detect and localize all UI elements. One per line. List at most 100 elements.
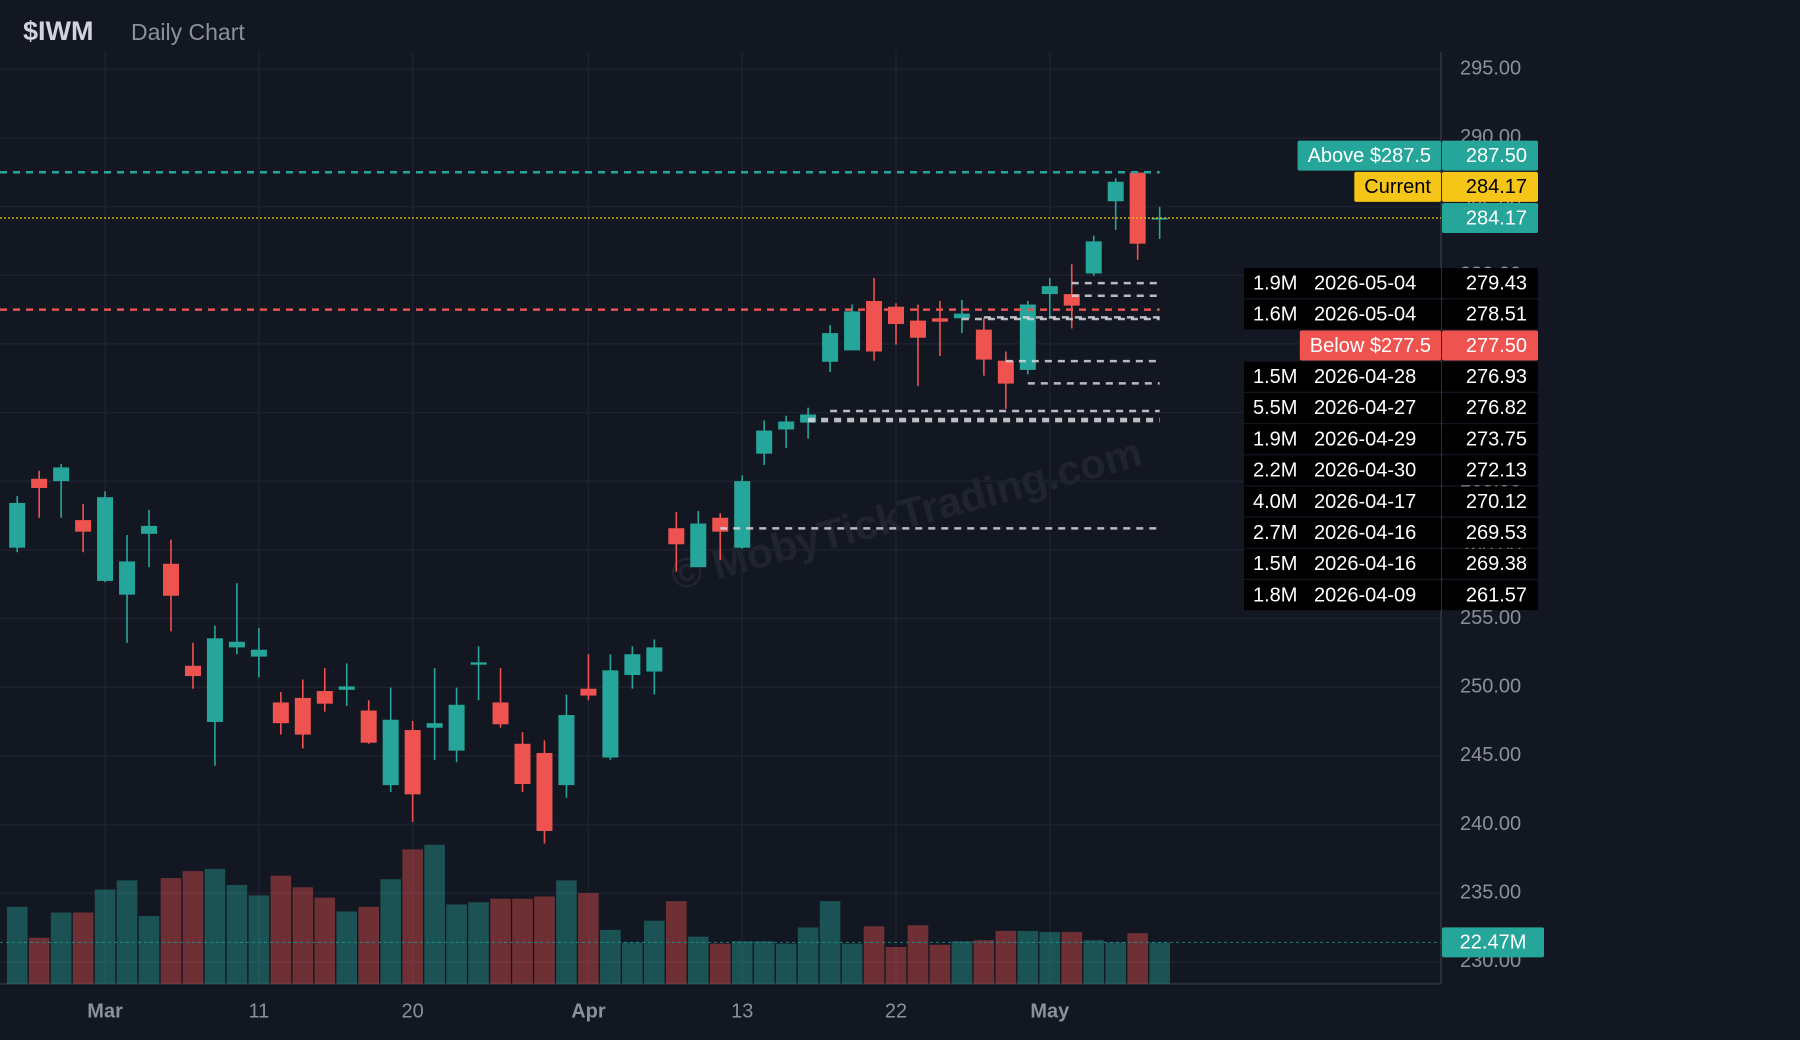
level-date: 2026-04-16 (1314, 522, 1416, 544)
candle-body (250, 649, 267, 657)
volume-bar (512, 898, 533, 984)
level-volume: 4.0M (1253, 491, 1297, 513)
price-label: 273.75 (1466, 428, 1527, 450)
candle-body (206, 638, 223, 722)
volume-bar (468, 902, 489, 984)
level-name-box (1244, 424, 1441, 455)
price-label: 278.51 (1466, 304, 1527, 326)
volume-bar (490, 898, 511, 984)
candle-body (558, 715, 575, 786)
price-label-box (1442, 455, 1538, 486)
candle-body (228, 641, 245, 648)
volume-bar (863, 926, 885, 984)
candle-body (294, 697, 311, 735)
level-date: 2026-04-29 (1314, 428, 1416, 450)
price-label-box (1442, 299, 1538, 330)
volume-bar (226, 884, 248, 984)
level-volume: 2.7M (1253, 522, 1297, 544)
volume-bar (709, 943, 731, 984)
candle-body (580, 688, 597, 696)
candle-body (602, 670, 619, 758)
level-date: 2026-04-09 (1314, 584, 1416, 606)
level-date: 2026-04-16 (1314, 553, 1416, 575)
volume-bar (292, 887, 314, 984)
candle-body (953, 313, 970, 319)
y-tick-label: 235.00 (1460, 881, 1521, 903)
candle-body (668, 528, 685, 545)
price-label: 272.13 (1466, 460, 1527, 482)
x-tick-label: May (1030, 1000, 1070, 1022)
price-label: 261.57 (1466, 584, 1527, 606)
price-label-box (1442, 171, 1538, 202)
candle-body (75, 520, 92, 532)
volume-bar (622, 942, 643, 984)
y-tick-label: 245.00 (1460, 744, 1521, 766)
price-label-box (1442, 486, 1538, 517)
x-tick-label: 11 (248, 1000, 269, 1022)
candle-body (888, 306, 904, 325)
candle-body (119, 561, 136, 595)
level-date: 2026-04-27 (1314, 397, 1416, 419)
volume-bar (1127, 933, 1148, 984)
level-name-box (1244, 580, 1441, 611)
candle-body (97, 497, 114, 581)
reference-name: Above $287.5 (1308, 145, 1431, 167)
reference-name: Current (1364, 176, 1431, 198)
candle-body (1063, 294, 1080, 306)
price-label-box (1442, 203, 1538, 234)
candle-body (9, 502, 26, 548)
candle-body (1019, 304, 1036, 370)
price-label: 269.38 (1466, 553, 1527, 575)
subtitle: Daily Chart (131, 19, 245, 45)
volume-bar (753, 941, 775, 984)
volume-bar (160, 878, 182, 984)
candle-body (272, 702, 289, 724)
candle-body (997, 360, 1014, 384)
candle-body (778, 421, 795, 430)
volume-bar (28, 937, 50, 984)
x-tick-label: Mar (87, 1000, 123, 1022)
volume-bar (380, 879, 401, 984)
y-tick-label: 295.00 (1460, 58, 1521, 80)
volume-label: 22.47M (1460, 932, 1527, 954)
volume-bar (248, 895, 270, 984)
level-volume: 1.6M (1253, 304, 1297, 326)
y-tick-label: 255.00 (1460, 607, 1521, 629)
candle-body (31, 478, 48, 488)
volume-bar (534, 896, 555, 984)
candle-body (536, 752, 553, 831)
volume-bar (578, 893, 599, 984)
price-label: 276.82 (1466, 397, 1527, 419)
candle-body (316, 691, 333, 704)
candle-body (624, 654, 641, 675)
volume-bar (358, 906, 380, 984)
volume-bar (973, 940, 995, 984)
volume-bar (995, 930, 1017, 984)
volume-bar (1061, 932, 1083, 984)
level-date: 2026-05-04 (1314, 272, 1416, 294)
price-label: 287.50 (1466, 145, 1527, 167)
candle-body (1107, 181, 1124, 202)
price-label: 276.93 (1466, 366, 1527, 388)
candle-body (448, 704, 465, 751)
reference-name-box (1354, 171, 1441, 202)
candle-body (866, 300, 883, 352)
volume-bar (885, 946, 907, 984)
level-name-box (1244, 486, 1441, 517)
candle-body (931, 318, 948, 322)
level-volume: 1.8M (1253, 584, 1297, 606)
level-volume: 1.9M (1253, 272, 1297, 294)
candle-body (514, 743, 531, 785)
price-label-box (1442, 330, 1538, 361)
volume-bar (402, 849, 423, 984)
level-volume: 2.2M (1253, 460, 1297, 482)
level-name-box (1244, 299, 1441, 330)
volume-bar (72, 912, 94, 984)
candle-body (404, 730, 421, 795)
candle-body (1151, 218, 1168, 220)
volume-bar (1039, 932, 1061, 984)
volume-bar (270, 875, 292, 984)
level-name-box (1244, 392, 1441, 423)
volume-bar (797, 927, 819, 984)
volume-bar (1017, 930, 1039, 984)
